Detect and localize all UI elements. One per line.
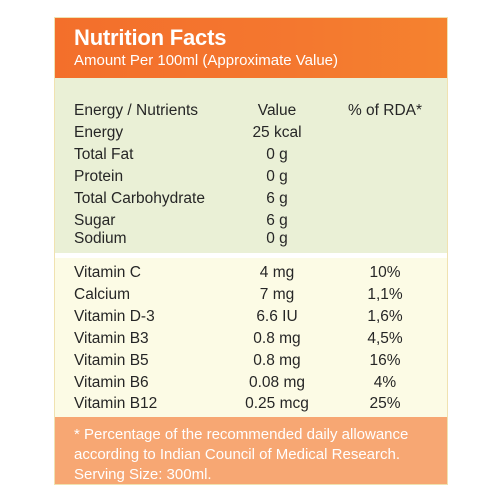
- nutrient-rda: 10%: [369, 264, 401, 281]
- vitamins-minerals-section: Vitamin C 4 mg 10% Calcium 7 mg 1,1% Vit…: [55, 258, 447, 417]
- table-row: Vitamin D-3 6.6 IU 1,6%: [55, 308, 447, 330]
- column-header-rda: % of RDA*: [347, 102, 423, 119]
- nutrient-name: Protein: [74, 168, 124, 185]
- nutrient-value: 4 mg: [259, 264, 295, 281]
- nutrient-name: Sodium: [74, 230, 127, 247]
- table-row: Vitamin B5 0.8 mg 16%: [55, 352, 447, 374]
- nutrient-name: Sugar: [74, 212, 116, 229]
- nutrient-value: 0 g: [266, 168, 288, 185]
- footnote-line: according to Indian Council of Medical R…: [74, 446, 401, 463]
- nutrient-name: Energy: [74, 124, 124, 141]
- nutrient-value: 25 kcal: [252, 124, 302, 141]
- nutrient-name: Vitamin B3: [74, 330, 149, 347]
- energy-nutrients-section: Energy / Nutrients Value % of RDA* Energ…: [55, 78, 447, 253]
- nutrient-name: Vitamin D-3: [74, 308, 155, 325]
- nutrient-name: Vitamin C: [74, 264, 141, 281]
- header-band: Nutrition Facts Amount Per 100ml (Approx…: [55, 18, 447, 78]
- nutrient-name: Vitamin B5: [74, 352, 149, 369]
- table-row: Calcium 7 mg 1,1%: [55, 286, 447, 308]
- nutrient-value: 0 g: [266, 230, 288, 247]
- nutrient-name: Vitamin B12: [74, 395, 158, 412]
- nutrient-value: 6 g: [266, 212, 288, 229]
- section-divider: [55, 253, 447, 258]
- column-header-value: Value: [257, 102, 297, 119]
- table-row: Vitamin B12 0.25 mcg 25%: [55, 395, 447, 417]
- nutrient-value: 6 g: [266, 190, 288, 207]
- nutrient-value: 0.25 mcg: [245, 395, 309, 412]
- nutrient-rda: 4,5%: [367, 330, 403, 347]
- table-row: Sodium 0 g: [55, 230, 447, 252]
- table-row: Vitamin B6 0.08 mg 4%: [55, 374, 447, 396]
- nutrient-value: 0.08 mg: [248, 374, 305, 391]
- nutrient-rda: 1,6%: [367, 308, 403, 325]
- nutrient-name: Total Fat: [74, 146, 134, 163]
- panel-subtitle: Amount Per 100ml (Approximate Value): [74, 52, 339, 69]
- nutrient-rda: 16%: [369, 352, 401, 369]
- nutrient-name: Calcium: [74, 286, 130, 303]
- panel-title: Nutrition Facts: [74, 25, 227, 50]
- table-row: Sugar 6 g: [55, 212, 447, 234]
- table-row: Energy 25 kcal: [55, 124, 447, 146]
- footnote-line: * Percentage of the recommended daily al…: [74, 426, 409, 443]
- nutrient-value: 0 g: [266, 146, 288, 163]
- table-row: Vitamin C 4 mg 10%: [55, 264, 447, 286]
- nutrient-value: 0.8 mg: [253, 352, 301, 369]
- nutrient-rda: 4%: [373, 374, 397, 391]
- nutrient-name: Vitamin B6: [74, 374, 149, 391]
- column-header-nutrient: Energy / Nutrients: [74, 102, 199, 119]
- table-row: Vitamin B3 0.8 mg 4,5%: [55, 330, 447, 352]
- serving-size: Serving Size: 300ml.: [74, 466, 212, 483]
- table-header-row: Energy / Nutrients Value % of RDA*: [55, 102, 447, 124]
- table-row: Protein 0 g: [55, 168, 447, 190]
- footnote-band: * Percentage of the recommended daily al…: [55, 417, 447, 484]
- table-row: Total Carbohydrate 6 g: [55, 190, 447, 212]
- nutrient-name: Total Carbohydrate: [74, 190, 205, 207]
- table-row: Total Fat 0 g: [55, 146, 447, 168]
- nutrient-value: 0.8 mg: [253, 330, 301, 347]
- nutrient-value: 7 mg: [259, 286, 295, 303]
- nutrient-rda: 25%: [369, 395, 401, 412]
- nutrient-rda: 1,1%: [367, 286, 403, 303]
- nutrient-value: 6.6 IU: [256, 308, 298, 325]
- footnote-text: * Percentage of the recommended daily al…: [74, 425, 436, 484]
- nutrition-facts-panel: Nutrition Facts Amount Per 100ml (Approx…: [54, 17, 448, 485]
